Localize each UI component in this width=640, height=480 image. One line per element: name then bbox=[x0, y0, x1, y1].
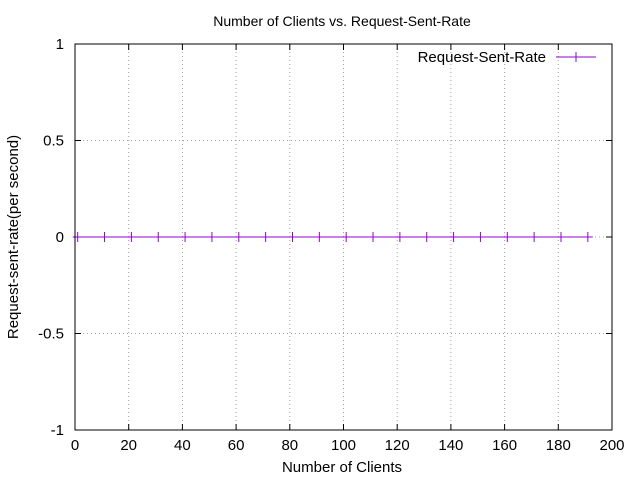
data-point bbox=[368, 232, 379, 242]
y-axis-label: Request-sent-rate(per second) bbox=[5, 135, 22, 339]
data-point bbox=[341, 232, 352, 242]
data-point bbox=[502, 232, 513, 242]
data-point bbox=[582, 232, 593, 242]
x-tick-label: 0 bbox=[71, 437, 79, 454]
data-point bbox=[126, 232, 137, 242]
x-tick-label: 140 bbox=[438, 437, 463, 454]
x-tick-label: 100 bbox=[331, 437, 356, 454]
x-tick-label: 120 bbox=[385, 437, 410, 454]
data-point bbox=[448, 232, 459, 242]
data-point bbox=[99, 232, 110, 242]
x-tick-labels: 0 20 40 60 80 100 120 140 160 180 200 bbox=[71, 437, 625, 454]
legend-label: Request-Sent-Rate bbox=[418, 49, 546, 66]
x-tick-label: 20 bbox=[120, 437, 137, 454]
data-point bbox=[233, 232, 244, 242]
x-tick-label: 40 bbox=[174, 437, 191, 454]
x-tick-label: 200 bbox=[599, 437, 624, 454]
data-point bbox=[153, 232, 164, 242]
data-point bbox=[260, 232, 271, 242]
y-tick-label: 1 bbox=[56, 36, 64, 53]
data-point bbox=[475, 232, 486, 242]
x-axis-label: Number of Clients bbox=[282, 459, 402, 476]
y-tick-label: -0.5 bbox=[38, 326, 64, 343]
x-tick-label: 180 bbox=[546, 437, 571, 454]
x-tick-label: 60 bbox=[228, 437, 245, 454]
data-point bbox=[394, 232, 405, 242]
data-point bbox=[287, 232, 298, 242]
data-point bbox=[529, 232, 540, 242]
x-tick-label: 80 bbox=[281, 437, 298, 454]
data-point bbox=[421, 232, 432, 242]
legend: Request-Sent-Rate bbox=[418, 49, 596, 66]
data-point bbox=[72, 232, 83, 242]
y-tick-label: -1 bbox=[51, 422, 64, 439]
y-tick-labels: -1 -0.5 0 0.5 1 bbox=[38, 36, 64, 439]
x-tick-label: 160 bbox=[492, 437, 517, 454]
data-point bbox=[206, 232, 217, 242]
data-point bbox=[555, 232, 566, 242]
data-point bbox=[180, 232, 191, 242]
y-tick-label: 0.5 bbox=[43, 133, 64, 150]
chart-title: Number of Clients vs. Request-Sent-Rate bbox=[213, 13, 471, 29]
data-point bbox=[314, 232, 325, 242]
plot-frame bbox=[74, 43, 613, 431]
y-tick-label: 0 bbox=[56, 229, 64, 246]
series-layer bbox=[72, 232, 593, 242]
